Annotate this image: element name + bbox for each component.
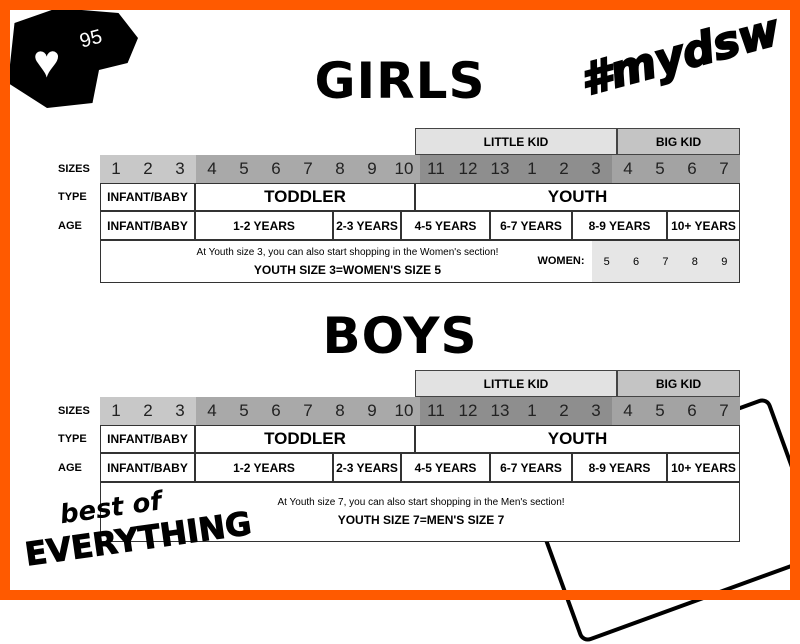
size-cell: 10	[388, 397, 420, 425]
size-cell: 6	[676, 155, 708, 183]
age-cell: 4-5 YEARS	[401, 453, 490, 482]
size-cell: 1	[516, 155, 548, 183]
size-cell: 2	[548, 155, 580, 183]
size-cell: 2	[548, 397, 580, 425]
size-cell: 4	[196, 155, 228, 183]
age-label: AGE	[58, 219, 82, 232]
size-cell: 4	[612, 397, 644, 425]
size-cell: 3	[580, 397, 612, 425]
size-cell: 9	[356, 155, 388, 183]
age-cell: 6-7 YEARS	[490, 211, 572, 240]
note-text: At Youth size 7, you can also start shop…	[277, 497, 565, 508]
sizes-label: SIZES	[58, 163, 90, 175]
heart-icon: ♥	[33, 35, 61, 87]
age-cell: 2-3 YEARS	[333, 453, 401, 482]
size-cell: 7	[292, 155, 324, 183]
size-cell: 5	[644, 397, 676, 425]
size-cell: 4	[612, 155, 644, 183]
size-cell: 11	[420, 155, 452, 183]
age-cell: 6-7 YEARS	[490, 453, 572, 482]
size-cell: 3	[580, 155, 612, 183]
women-label: WOMEN:	[537, 255, 585, 267]
size-cell: 8	[324, 155, 356, 183]
type-label: TYPE	[58, 433, 87, 445]
size-cell: 12	[452, 155, 484, 183]
size-cell: 3	[164, 155, 196, 183]
girls-size-chart: LITTLE KID BIG KID SIZES TYPE AGE 1 2 3 4 5 6 7 8 9 10…	[0, 128, 800, 288]
size-cell: 7	[292, 397, 324, 425]
women-size: 8	[691, 255, 698, 268]
size-cell: 4	[196, 397, 228, 425]
size-cell: 8	[324, 397, 356, 425]
women-size: 9	[721, 255, 728, 268]
size-cell: 13	[484, 397, 516, 425]
age-cell: 8-9 YEARS	[572, 453, 667, 482]
age-cell: INFANT/BABY	[100, 211, 195, 240]
type-cell: INFANT/BABY	[100, 425, 195, 453]
boys-title: BOYS	[322, 307, 478, 365]
women-sizes: 5 6 7 8 9	[592, 241, 739, 282]
size-cell: 9	[356, 397, 388, 425]
size-cell: 5	[228, 397, 260, 425]
type-cell: INFANT/BABY	[100, 183, 195, 211]
girls-title: GIRLS	[314, 52, 486, 110]
women-size: 6	[633, 255, 640, 268]
boys-size-chart: LITTLE KID BIG KID SIZES TYPE AGE 1 2 3 4 5 6 7 8 9 10…	[0, 370, 800, 542]
size-cell: 6	[676, 397, 708, 425]
size-cell: 11	[420, 397, 452, 425]
age-label: AGE	[58, 461, 82, 474]
size-cell: 12	[452, 397, 484, 425]
type-cell: TODDLER	[195, 425, 415, 453]
age-cell: 10+ YEARS	[667, 211, 740, 240]
age-cell: 10+ YEARS	[667, 453, 740, 482]
size-cell: 5	[228, 155, 260, 183]
age-cell: INFANT/BABY	[100, 453, 195, 482]
type-cell: TODDLER	[195, 183, 415, 211]
big-kid-header: BIG KID	[617, 128, 740, 155]
size-cell: 2	[132, 155, 164, 183]
age-cell: 2-3 YEARS	[333, 211, 401, 240]
little-kid-header: LITTLE KID	[415, 370, 617, 397]
type-label: TYPE	[58, 191, 87, 203]
note-box: At Youth size 7, you can also start shop…	[100, 482, 740, 542]
size-cell: 3	[164, 397, 196, 425]
age-cell: 4-5 YEARS	[401, 211, 490, 240]
size-cell: 1	[100, 155, 132, 183]
age-cell: 8-9 YEARS	[572, 211, 667, 240]
note-bold-text: YOUTH SIZE 3=WOMEN'S SIZE 5	[253, 263, 442, 277]
size-cell: 1	[100, 397, 132, 425]
note-text: At Youth size 3, you can also start shop…	[196, 247, 499, 258]
sizes-label: SIZES	[58, 405, 90, 417]
size-cell: 10	[388, 155, 420, 183]
type-cell: YOUTH	[415, 425, 740, 453]
size-cell: 2	[132, 397, 164, 425]
women-size: 7	[662, 255, 669, 268]
size-cell: 6	[260, 155, 292, 183]
age-cell: 1-2 YEARS	[195, 211, 333, 240]
note-bold-text: YOUTH SIZE 7=MEN'S SIZE 7	[337, 513, 505, 527]
size-cell: 6	[260, 397, 292, 425]
type-cell: YOUTH	[415, 183, 740, 211]
little-kid-header: LITTLE KID	[415, 128, 617, 155]
size-cell: 7	[708, 397, 740, 425]
size-cell: 13	[484, 155, 516, 183]
women-size: 5	[603, 255, 610, 268]
likes-count: 95	[77, 25, 105, 53]
size-cell: 7	[708, 155, 740, 183]
age-cell: 1-2 YEARS	[195, 453, 333, 482]
note-box: At Youth size 3, you can also start shop…	[100, 240, 740, 283]
size-cell: 1	[516, 397, 548, 425]
big-kid-header: BIG KID	[617, 370, 740, 397]
size-cell: 5	[644, 155, 676, 183]
